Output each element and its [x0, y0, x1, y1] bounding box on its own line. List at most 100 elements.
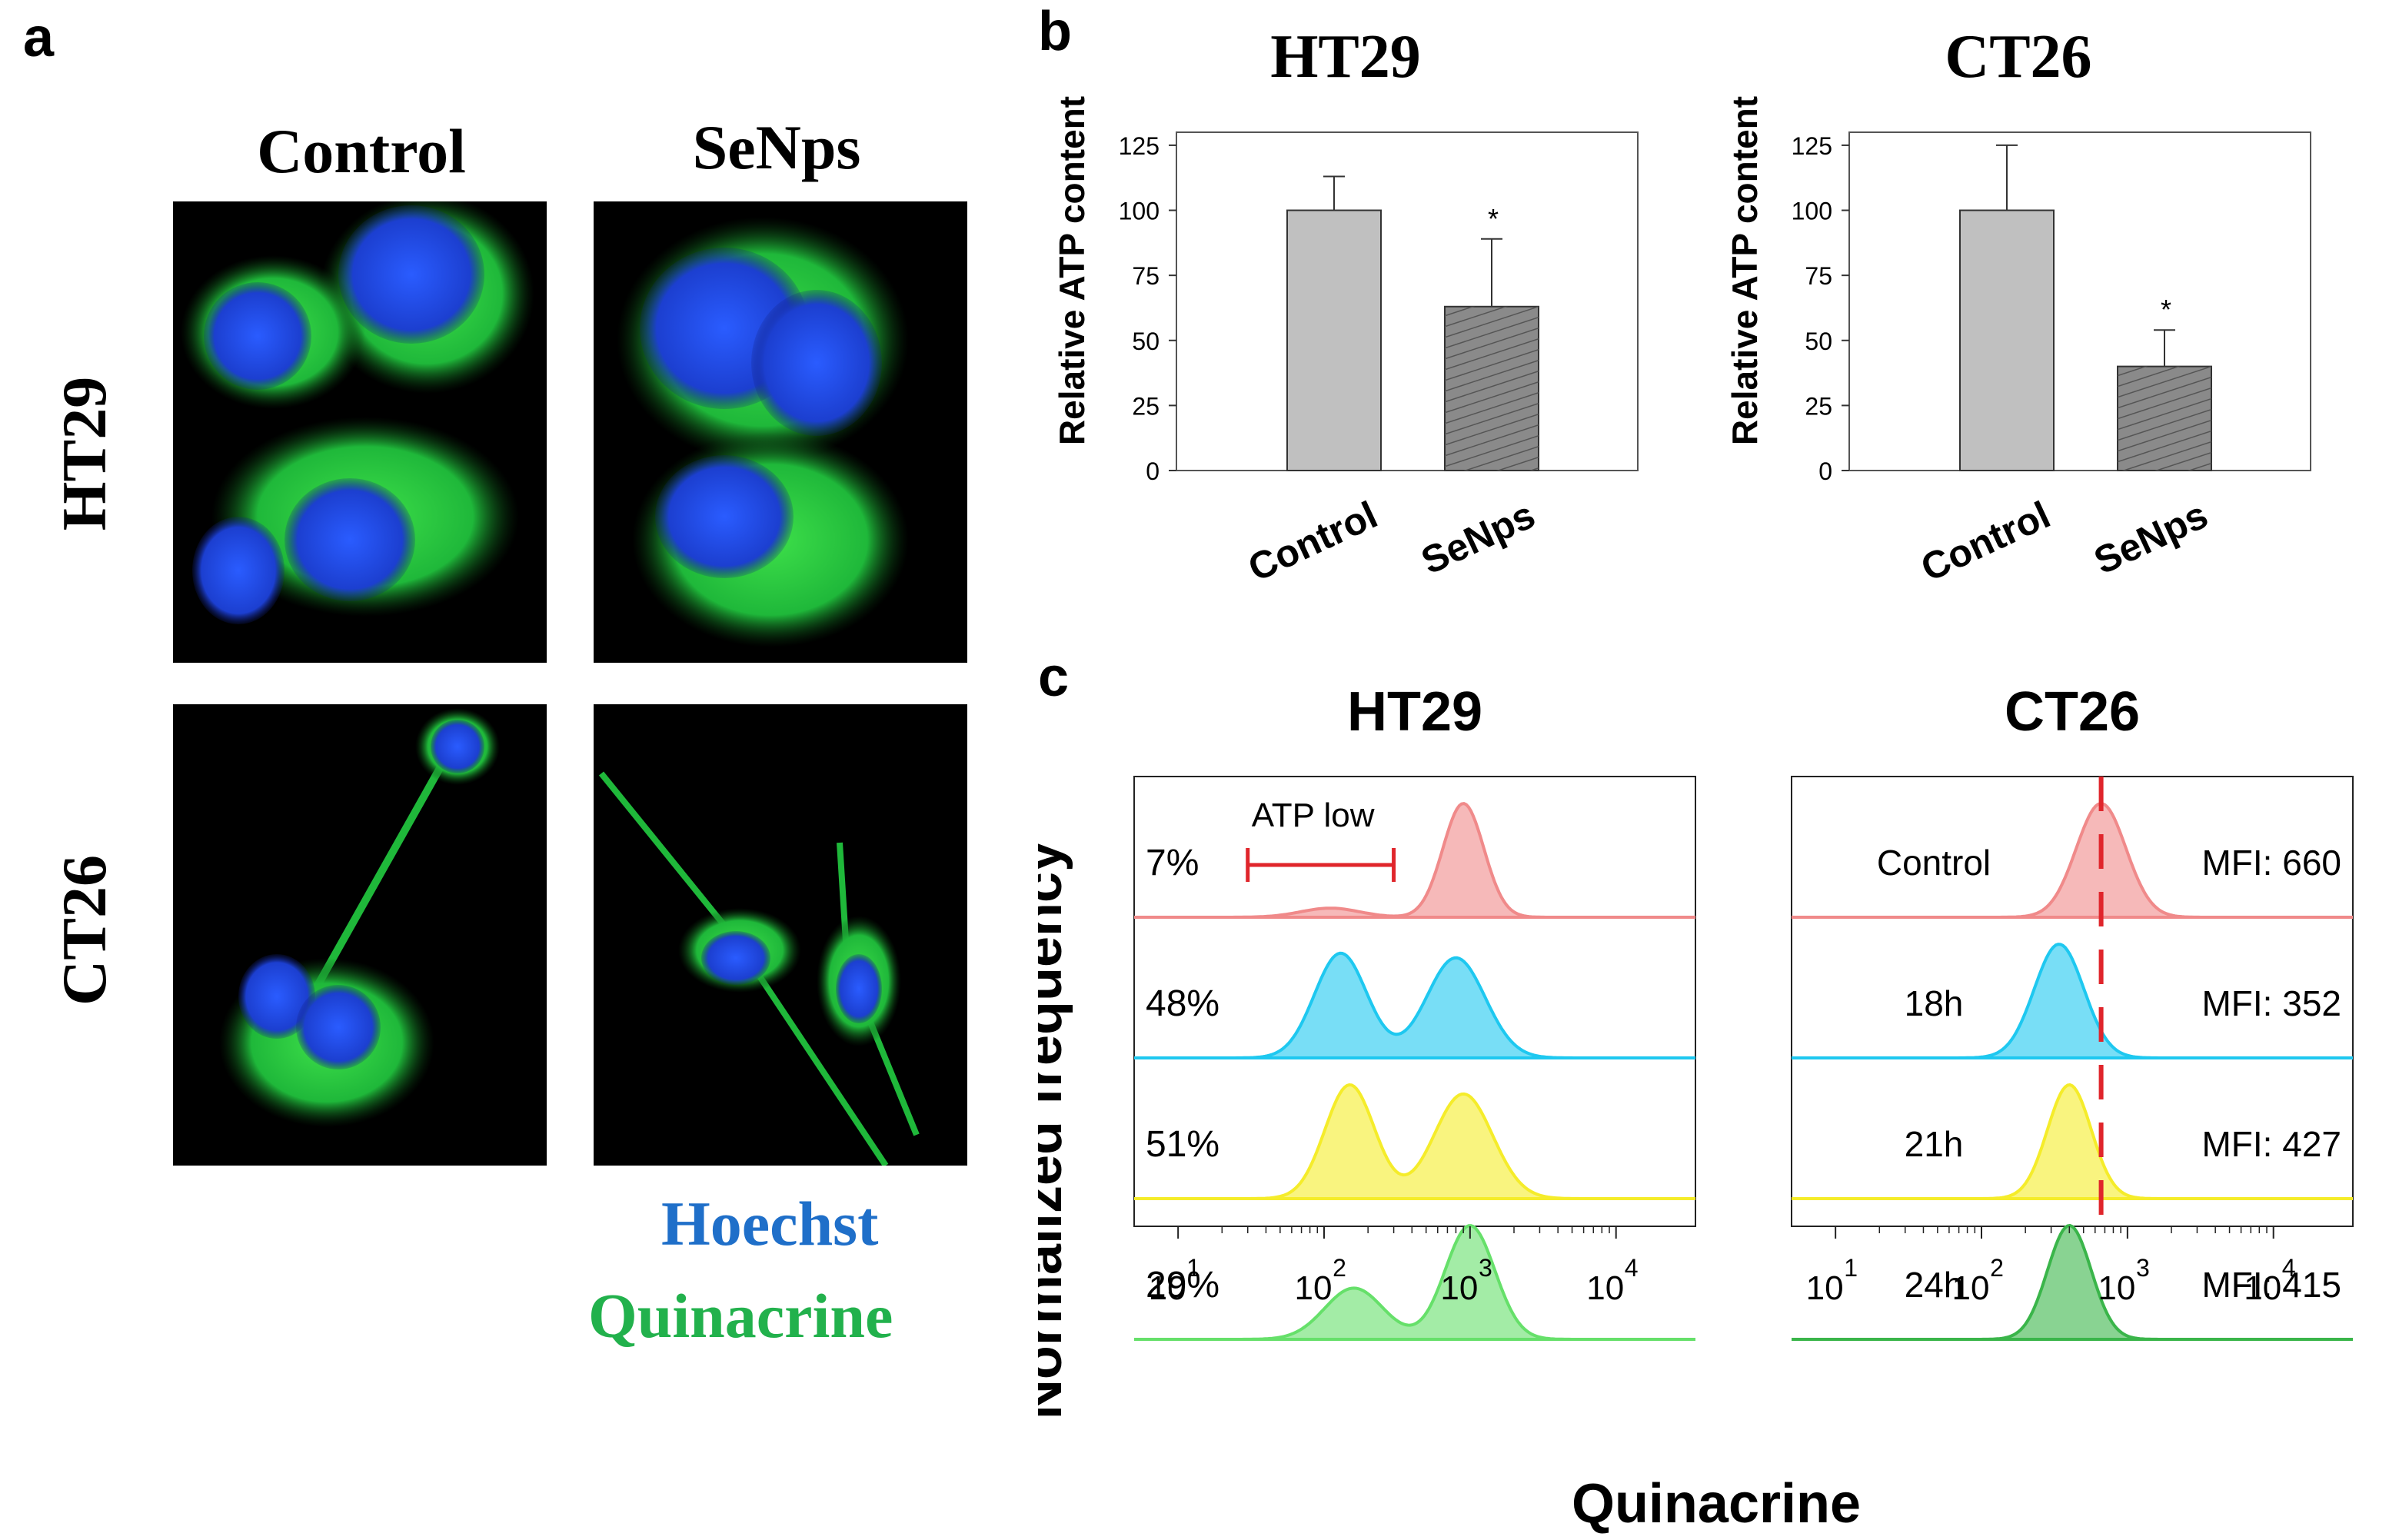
flow-x-axis-label: Quinacrine: [1572, 1473, 1861, 1535]
bar-hatch: [2118, 397, 2211, 431]
bar-hatch: [2118, 430, 2211, 463]
bar-hatch: [2118, 248, 2211, 279]
bar-hatch: [2118, 582, 2211, 613]
bar-hatch: [2118, 184, 2211, 215]
y-tick-label: 125: [1119, 132, 1160, 160]
y-tick-label: 50: [1132, 328, 1160, 355]
row-header-ht29: HT29: [49, 376, 119, 531]
bar-hatch: [2118, 205, 2211, 236]
bar-hatch: [2118, 408, 2211, 441]
significance-marker: *: [2161, 294, 2171, 325]
bar-hatch: [2121, 441, 2211, 471]
bar-hatch: [2118, 227, 2211, 258]
chart-title: HT29: [1347, 681, 1482, 743]
micrograph-ht29-senps: [594, 201, 967, 663]
micrograph-ct26-senps: [594, 704, 967, 1166]
bar-hatch: [1445, 338, 1539, 371]
x-tick-label: 10: [1295, 1269, 1333, 1307]
bar-hatch: [1445, 91, 1539, 122]
x-tick-label: 10: [2098, 1269, 2135, 1307]
bar-hatch: [1445, 371, 1539, 403]
bar-hatch: [2118, 259, 2211, 290]
timepoint-label: Control: [1877, 843, 1991, 883]
panel-label-a: a: [23, 7, 55, 68]
flow-y-axis-label: Normalized frequency: [1038, 841, 1073, 1419]
plot-frame: [1176, 131, 1639, 471]
bar-hatch: [1445, 145, 1539, 176]
timepoint-label: 24h: [1905, 1265, 1964, 1305]
bar-hatch: [1445, 306, 1508, 328]
y-tick-label: 50: [1805, 328, 1832, 355]
y-axis-label: Relative ATP content: [1052, 96, 1092, 445]
bar-hatch: [1445, 349, 1539, 381]
bar-hatch: [1445, 360, 1539, 392]
y-tick-label: 0: [1146, 457, 1160, 485]
mfi-label: MFI: 427: [2201, 1124, 2341, 1164]
bar-hatch: [1445, 124, 1539, 155]
y-tick-label: 75: [1132, 262, 1160, 290]
timepoint-label: 18h: [1905, 983, 1964, 1023]
x-tick-label: 10: [1806, 1269, 1844, 1307]
bar-hatch: [2118, 571, 2211, 602]
bar-hatch: [1445, 608, 1539, 638]
x-tick-label: SeNps: [1415, 493, 1542, 583]
x-tick-label: Control: [1242, 493, 1384, 590]
bar-hatch: [1496, 457, 1539, 471]
y-tick-label: 25: [1132, 392, 1160, 420]
row-header-ct26: CT26: [49, 855, 119, 1006]
bar-hatch: [2118, 173, 2211, 204]
plot-frame: [1848, 131, 2311, 471]
x-tick-exponent: 3: [1479, 1254, 1492, 1282]
bar-hatch: [1445, 587, 1539, 617]
bar-hatch: [1445, 619, 1539, 638]
bar-hatch: [1445, 306, 1476, 317]
bar-hatch: [2118, 376, 2211, 409]
bar-hatch: [2118, 366, 2181, 387]
bar-hatch: [1445, 576, 1539, 607]
bar-hatch: [1445, 317, 1539, 349]
bar-hatch: [1445, 113, 1539, 144]
x-tick-exponent: 4: [1625, 1254, 1639, 1282]
bar-hatch: [2118, 604, 2211, 634]
histogram-7pct: [1134, 802, 1695, 919]
chart-title: HT29: [1270, 23, 1421, 91]
population-percent-label: 7%: [1146, 843, 1199, 883]
bar-hatch: [2118, 419, 2211, 452]
bar-chart-ht29: HT29 0 25 50 75 100 125 Relative ATP content Con…: [1052, 23, 1639, 638]
x-tick-label: Control: [1915, 493, 2057, 590]
flow-histogram-ct26: CT26 Control MFI: 660 18h MFI: 352 21h MFI: 42…: [1791, 681, 2354, 1341]
mfi-label: MFI: 352: [2201, 983, 2341, 1023]
bar-hatch: [2118, 162, 2211, 193]
panel-label-c: c: [1038, 647, 1070, 708]
bar-hatch: [1445, 403, 1539, 435]
bar-hatch: [1445, 424, 1539, 457]
bar-hatch: [2118, 387, 2211, 420]
legend-hoechst: Hoechst: [661, 1189, 879, 1259]
x-tick-exponent: 1: [1186, 1254, 1200, 1282]
x-tick-label: 10: [2244, 1269, 2281, 1307]
x-tick-exponent: 4: [2282, 1254, 2296, 1282]
y-tick-label: 100: [1119, 198, 1160, 225]
bar-hatch: [1445, 102, 1539, 133]
y-tick-label: 0: [1818, 457, 1832, 485]
bar-hatch: [1445, 392, 1539, 424]
bar-hatch: [1445, 597, 1539, 628]
x-tick-label: 10: [1440, 1269, 1478, 1307]
chart-title: CT26: [2005, 681, 2140, 743]
micrograph-ct26-control: [173, 704, 547, 1166]
panel-label-b: b: [1038, 1, 1072, 62]
bar-hatch: [2118, 151, 2211, 182]
y-tick-label: 75: [1805, 262, 1832, 290]
mfi-label: MFI: 415: [2201, 1265, 2341, 1305]
bar-hatch: [2118, 216, 2211, 247]
timepoint-label: 21h: [1905, 1124, 1964, 1164]
mfi-label: MFI: 660: [2201, 843, 2341, 883]
x-tick-exponent: 2: [1990, 1254, 2004, 1282]
chart-title: CT26: [1945, 23, 2091, 91]
bar-hatch: [2118, 238, 2211, 268]
bar-hatch: [1445, 306, 1539, 338]
x-tick-label: 10: [1952, 1269, 1990, 1307]
bar-hatch: [1445, 135, 1539, 165]
